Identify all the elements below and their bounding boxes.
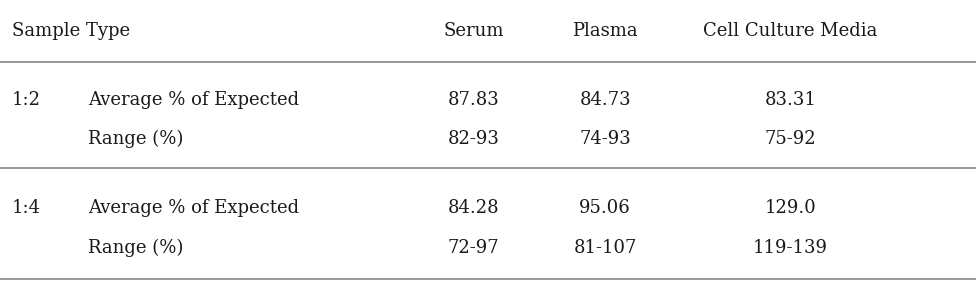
Text: 74-93: 74-93 <box>579 130 631 148</box>
Text: 81-107: 81-107 <box>574 239 636 257</box>
Text: Serum: Serum <box>443 22 504 40</box>
Text: 1:2: 1:2 <box>12 91 41 109</box>
Text: 95.06: 95.06 <box>579 199 631 217</box>
Text: 75-92: 75-92 <box>765 130 816 148</box>
Text: 84.73: 84.73 <box>580 91 630 109</box>
Text: Sample Type: Sample Type <box>12 22 130 40</box>
Text: 1:4: 1:4 <box>12 199 41 217</box>
Text: 119-139: 119-139 <box>753 239 828 257</box>
Text: Average % of Expected: Average % of Expected <box>88 199 299 217</box>
Text: Average % of Expected: Average % of Expected <box>88 91 299 109</box>
Text: 84.28: 84.28 <box>448 199 499 217</box>
Text: Plasma: Plasma <box>572 22 638 40</box>
Text: Range (%): Range (%) <box>88 239 183 257</box>
Text: Cell Culture Media: Cell Culture Media <box>704 22 877 40</box>
Text: 83.31: 83.31 <box>764 91 817 109</box>
Text: 129.0: 129.0 <box>764 199 817 217</box>
Text: 72-97: 72-97 <box>448 239 499 257</box>
Text: 82-93: 82-93 <box>447 130 500 148</box>
Text: 87.83: 87.83 <box>447 91 500 109</box>
Text: Range (%): Range (%) <box>88 130 183 148</box>
